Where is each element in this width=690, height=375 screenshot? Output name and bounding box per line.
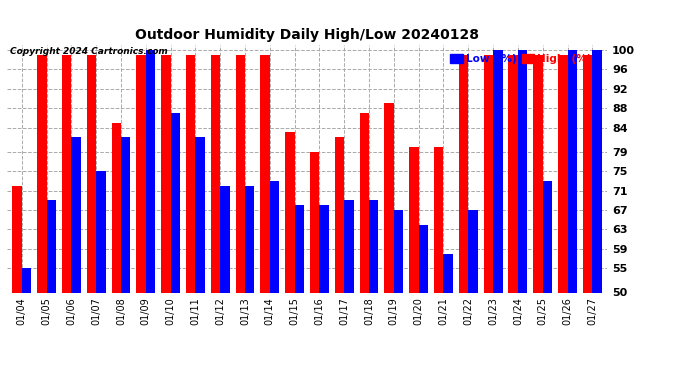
Bar: [137, 55, 146, 292]
Bar: [509, 55, 518, 292]
Bar: [533, 55, 543, 292]
Bar: [319, 205, 329, 292]
Bar: [12, 186, 22, 292]
Bar: [344, 200, 354, 292]
Bar: [170, 113, 180, 292]
Bar: [459, 55, 469, 292]
Bar: [112, 123, 121, 292]
Bar: [484, 55, 493, 292]
Bar: [37, 55, 47, 292]
Bar: [285, 132, 295, 292]
Bar: [96, 171, 106, 292]
Bar: [558, 55, 567, 292]
Bar: [434, 147, 444, 292]
Bar: [71, 137, 81, 292]
Bar: [493, 50, 502, 292]
Bar: [270, 181, 279, 292]
Bar: [161, 55, 170, 292]
Bar: [444, 254, 453, 292]
Bar: [310, 152, 319, 292]
Bar: [419, 225, 428, 292]
Bar: [235, 55, 245, 292]
Bar: [518, 50, 527, 292]
Bar: [567, 50, 577, 292]
Bar: [245, 186, 255, 292]
Bar: [469, 210, 477, 292]
Bar: [592, 50, 602, 292]
Bar: [211, 55, 220, 292]
Bar: [335, 137, 344, 292]
Bar: [186, 55, 195, 292]
Text: Copyright 2024 Cartronics.com: Copyright 2024 Cartronics.com: [10, 48, 168, 57]
Bar: [121, 137, 130, 292]
Bar: [47, 200, 56, 292]
Title: Outdoor Humidity Daily High/Low 20240128: Outdoor Humidity Daily High/Low 20240128: [135, 28, 479, 42]
Bar: [583, 55, 592, 292]
Bar: [22, 268, 31, 292]
Bar: [543, 181, 552, 292]
Bar: [220, 186, 230, 292]
Bar: [295, 205, 304, 292]
Bar: [369, 200, 379, 292]
Bar: [195, 137, 205, 292]
Bar: [359, 113, 369, 292]
Bar: [409, 147, 419, 292]
Bar: [146, 50, 155, 292]
Legend: Low  (%), High  (%): Low (%), High (%): [446, 50, 596, 69]
Bar: [394, 210, 403, 292]
Bar: [260, 55, 270, 292]
Bar: [87, 55, 96, 292]
Bar: [62, 55, 71, 292]
Bar: [384, 103, 394, 292]
